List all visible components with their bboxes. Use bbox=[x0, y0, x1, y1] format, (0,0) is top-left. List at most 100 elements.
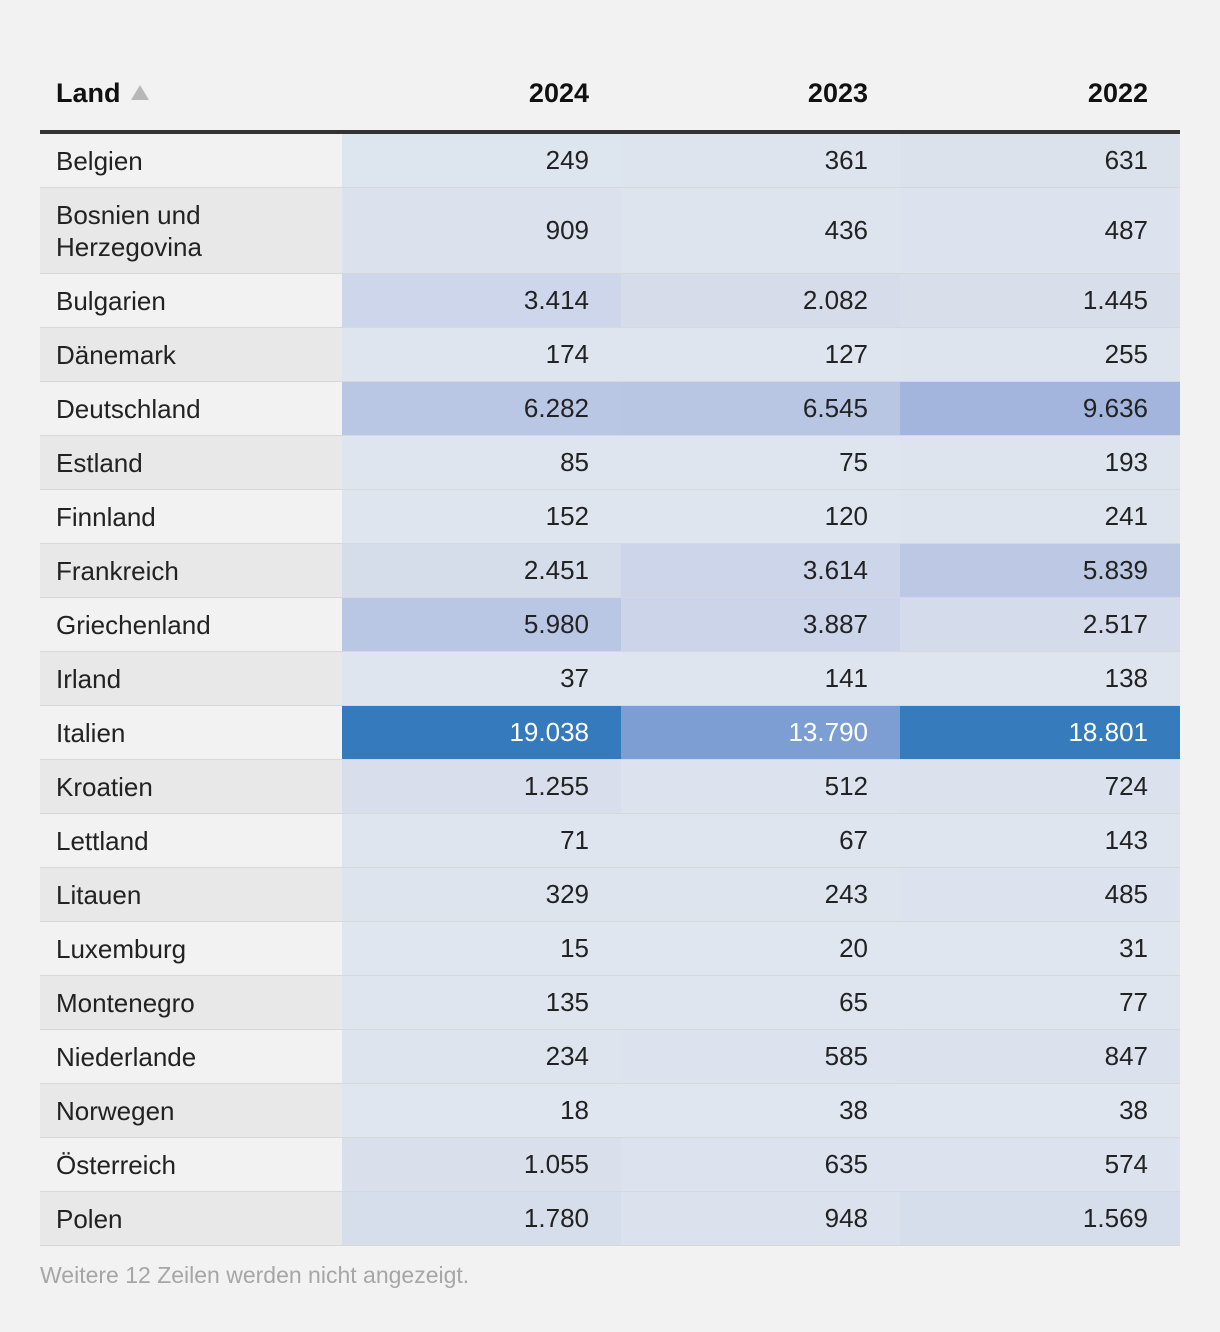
cell-land: Griechenland bbox=[40, 597, 342, 652]
table-row: Polen 1.780 948 1.569 bbox=[40, 1191, 1180, 1246]
column-header-2024[interactable]: 2024 bbox=[342, 56, 621, 134]
cell-land: Polen bbox=[40, 1191, 342, 1246]
cell-value-2024: 1.055 bbox=[342, 1137, 621, 1192]
cell-value-2024: 6.282 bbox=[342, 381, 621, 436]
cell-value-2022: 143 bbox=[900, 813, 1180, 868]
cell-land: Niederlande bbox=[40, 1029, 342, 1084]
column-header-land-label: Land bbox=[56, 77, 121, 108]
cell-value-2023: 3.887 bbox=[621, 597, 900, 652]
cell-value-2024: 249 bbox=[342, 132, 621, 188]
cell-value-2022: 77 bbox=[900, 975, 1180, 1030]
cell-land: Bulgarien bbox=[40, 273, 342, 328]
cell-value-2022: 9.636 bbox=[900, 381, 1180, 436]
cell-value-2023: 13.790 bbox=[621, 705, 900, 760]
cell-value-2023: 38 bbox=[621, 1083, 900, 1138]
cell-land: Belgien bbox=[40, 132, 342, 188]
cell-value-2022: 487 bbox=[900, 187, 1180, 274]
cell-land: Estland bbox=[40, 435, 342, 490]
cell-value-2023: 65 bbox=[621, 975, 900, 1030]
cell-value-2024: 234 bbox=[342, 1029, 621, 1084]
cell-value-2024: 909 bbox=[342, 187, 621, 274]
table-row: Bulgarien 3.414 2.082 1.445 bbox=[40, 273, 1180, 328]
table-row: Litauen 329 243 485 bbox=[40, 867, 1180, 922]
cell-land: Österreich bbox=[40, 1137, 342, 1192]
cell-land: Italien bbox=[40, 705, 342, 760]
column-header-2024-label: 2024 bbox=[528, 77, 589, 108]
cell-value-2023: 948 bbox=[621, 1191, 900, 1246]
column-header-land[interactable]: Land bbox=[40, 56, 342, 134]
table-row: Belgien 249 361 631 bbox=[40, 132, 1180, 188]
cell-value-2024: 1.780 bbox=[342, 1191, 621, 1246]
cell-land: Norwegen bbox=[40, 1083, 342, 1138]
cell-land: Irland bbox=[40, 651, 342, 706]
cell-value-2022: 724 bbox=[900, 759, 1180, 814]
table-row: Irland 37 141 138 bbox=[40, 651, 1180, 706]
cell-value-2022: 574 bbox=[900, 1137, 1180, 1192]
cell-land: Montenegro bbox=[40, 975, 342, 1030]
cell-value-2023: 20 bbox=[621, 921, 900, 976]
table-row: Griechenland 5.980 3.887 2.517 bbox=[40, 597, 1180, 652]
cell-value-2023: 512 bbox=[621, 759, 900, 814]
cell-value-2024: 85 bbox=[342, 435, 621, 490]
cell-value-2023: 75 bbox=[621, 435, 900, 490]
table-row: Estland 85 75 193 bbox=[40, 435, 1180, 490]
cell-value-2022: 18.801 bbox=[900, 705, 1180, 760]
cell-value-2024: 174 bbox=[342, 327, 621, 382]
cell-value-2022: 31 bbox=[900, 921, 1180, 976]
hidden-rows-note: Weitere 12 Zeilen werden nicht angezeigt… bbox=[40, 1262, 470, 1288]
cell-value-2024: 15 bbox=[342, 921, 621, 976]
cell-value-2024: 2.451 bbox=[342, 543, 621, 598]
cell-land: Litauen bbox=[40, 867, 342, 922]
data-table: Land 2024 2023 2022 Belgien 249 361 631 Bosn… bbox=[40, 56, 1180, 1246]
cell-value-2023: 585 bbox=[621, 1029, 900, 1084]
data-table-container: Land 2024 2023 2022 Belgien 249 361 631 Bosn… bbox=[40, 56, 1180, 1246]
table-row: Dänemark 174 127 255 bbox=[40, 327, 1180, 382]
column-header-2022-label: 2022 bbox=[1087, 77, 1148, 108]
table-row: Niederlande 234 585 847 bbox=[40, 1029, 1180, 1084]
cell-land: Lettland bbox=[40, 813, 342, 868]
cell-land: Luxemburg bbox=[40, 921, 342, 976]
cell-land: Deutschland bbox=[40, 381, 342, 436]
cell-value-2022: 241 bbox=[900, 489, 1180, 544]
table-row: Österreich 1.055 635 574 bbox=[40, 1137, 1180, 1192]
cell-value-2024: 5.980 bbox=[342, 597, 621, 652]
cell-value-2024: 18 bbox=[342, 1083, 621, 1138]
header-row: Land 2024 2023 2022 bbox=[40, 56, 1180, 134]
cell-value-2023: 2.082 bbox=[621, 273, 900, 328]
cell-value-2022: 193 bbox=[900, 435, 1180, 490]
table-row: Kroatien 1.255 512 724 bbox=[40, 759, 1180, 814]
table-row: Italien 19.038 13.790 18.801 bbox=[40, 705, 1180, 760]
table-header: Land 2024 2023 2022 bbox=[40, 56, 1180, 134]
cell-value-2022: 2.517 bbox=[900, 597, 1180, 652]
cell-value-2022: 847 bbox=[900, 1029, 1180, 1084]
cell-land: Finnland bbox=[40, 489, 342, 544]
cell-value-2024: 37 bbox=[342, 651, 621, 706]
cell-land: Bosnien und Herzegovina bbox=[40, 187, 342, 274]
table-row: Norwegen 18 38 38 bbox=[40, 1083, 1180, 1138]
cell-land: Dänemark bbox=[40, 327, 342, 382]
table-row: Luxemburg 15 20 31 bbox=[40, 921, 1180, 976]
cell-land: Kroatien bbox=[40, 759, 342, 814]
cell-value-2023: 127 bbox=[621, 327, 900, 382]
table-row: Finnland 152 120 241 bbox=[40, 489, 1180, 544]
cell-value-2023: 361 bbox=[621, 132, 900, 188]
sort-ascending-icon[interactable] bbox=[130, 84, 149, 100]
cell-value-2023: 141 bbox=[621, 651, 900, 706]
column-header-2023[interactable]: 2023 bbox=[621, 56, 900, 134]
cell-value-2022: 38 bbox=[900, 1083, 1180, 1138]
cell-value-2022: 631 bbox=[900, 132, 1180, 188]
table-row: Lettland 71 67 143 bbox=[40, 813, 1180, 868]
column-header-2022[interactable]: 2022 bbox=[900, 56, 1180, 134]
cell-land: Frankreich bbox=[40, 543, 342, 598]
cell-value-2023: 6.545 bbox=[621, 381, 900, 436]
cell-value-2024: 1.255 bbox=[342, 759, 621, 814]
cell-value-2022: 1.445 bbox=[900, 273, 1180, 328]
cell-value-2024: 152 bbox=[342, 489, 621, 544]
table-body: Belgien 249 361 631 Bosnien und Herzegovina 9… bbox=[40, 132, 1180, 1246]
table-row: Deutschland 6.282 6.545 9.636 bbox=[40, 381, 1180, 436]
cell-value-2022: 1.569 bbox=[900, 1191, 1180, 1246]
cell-value-2024: 3.414 bbox=[342, 273, 621, 328]
cell-value-2022: 5.839 bbox=[900, 543, 1180, 598]
cell-value-2022: 255 bbox=[900, 327, 1180, 382]
table-row: Bosnien und Herzegovina 909 436 487 bbox=[40, 187, 1180, 274]
